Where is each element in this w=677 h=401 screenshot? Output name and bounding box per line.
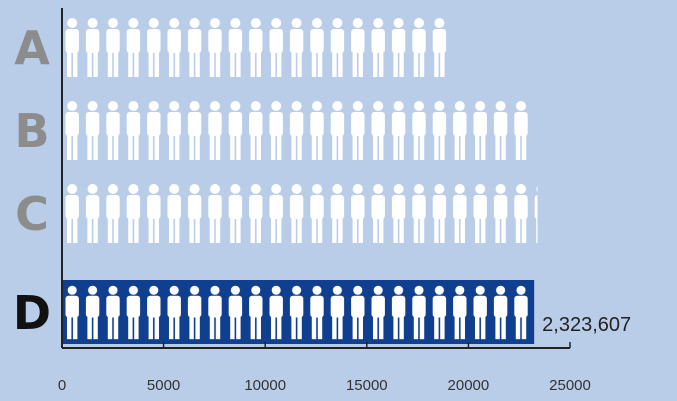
value-label: 2,323,607 <box>542 314 631 336</box>
x-tick-label: 15000 <box>346 377 388 394</box>
category-label: B <box>14 104 49 158</box>
bar <box>62 280 535 344</box>
bar-icons <box>62 283 535 341</box>
bar <box>62 15 449 79</box>
bar-icons <box>62 15 449 79</box>
bar-icons <box>62 98 530 162</box>
x-tick-label: 20000 <box>448 377 490 394</box>
category-label: A <box>14 21 50 75</box>
bar <box>62 98 530 162</box>
x-tick-label: 10000 <box>244 377 286 394</box>
x-tick-label: 25000 <box>549 377 591 394</box>
bar <box>62 181 538 245</box>
category-label: C <box>15 187 49 241</box>
bar-icons <box>62 181 538 245</box>
category-label: D <box>13 286 51 340</box>
x-tick-label: 5000 <box>147 377 180 394</box>
x-tick-label: 0 <box>58 377 66 394</box>
